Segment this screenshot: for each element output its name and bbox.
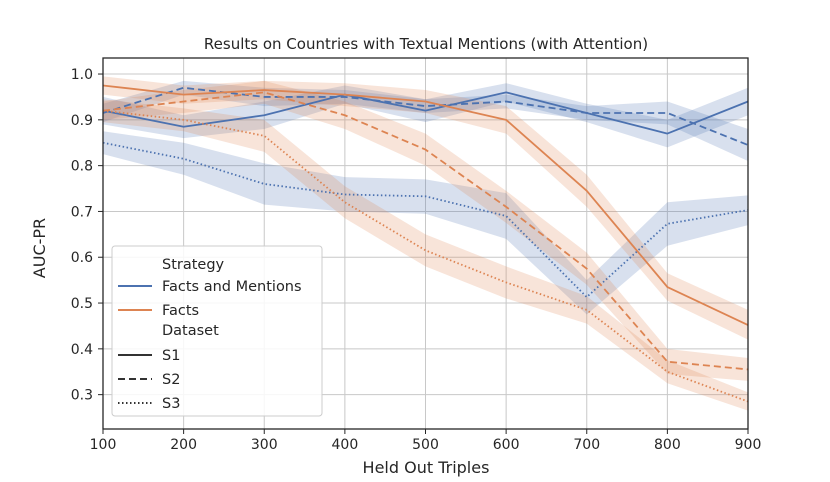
legend-entry: Facts and Mentions [162,279,302,295]
band-facts-and-mentions-s3 [103,131,748,315]
y-tick-label: 0.8 [71,159,93,175]
chart-title: Results on Countries with Textual Mentio… [204,35,648,53]
confidence-bands [103,76,748,411]
x-tick-label: 700 [573,437,600,453]
legend-entry: S2 [162,372,180,388]
legend-entry: S3 [162,396,180,412]
y-tick-label: 0.4 [71,342,93,358]
x-tick-label: 800 [654,437,681,453]
legend-entry: S1 [162,348,180,364]
band-facts-s3 [103,99,748,411]
x-tick-label: 100 [90,437,117,453]
y-tick-label: 0.7 [71,204,93,220]
legend: Strategy Facts and Mentions Facts Dataset S1… [111,245,323,417]
band-facts-s2 [103,80,748,381]
series-line-facts-s2 [102,91,749,371]
y-tick-label: 1.0 [71,67,93,83]
x-tick-label: 900 [735,437,762,453]
y-tick-label: 0.3 [71,388,93,404]
x-tick-label: 200 [170,437,197,453]
x-tick-label: 500 [412,437,439,453]
legend-title-strategy: Strategy [162,257,225,273]
y-tick-label: 0.6 [71,250,93,266]
y-tick-label: 0.9 [71,113,93,129]
band-facts-and-mentions-s2 [103,80,748,162]
series-lines [102,84,749,403]
series-line-facts-s1 [102,84,749,326]
x-tick-label: 600 [493,437,520,453]
x-tick-label: 400 [332,437,359,453]
y-tick-label: 0.5 [71,296,93,312]
band-facts-and-mentions-s1 [103,83,748,148]
series-line-facts-and-mentions-s3 [102,141,749,298]
x-tick-label: 300 [251,437,278,453]
y-axis-label: AUC-PR [30,218,49,278]
series-line-facts-s3 [102,109,749,403]
series-line-facts-and-mentions-s1 [102,91,749,135]
legend-entry: Facts [162,303,199,319]
legend-title-dataset: Dataset [162,323,219,339]
axis-ticks: 100 200 300 400 500 600 700 800 900 0.3 0.4 0.5 0.6 0… [71,67,762,453]
series-line-facts-and-mentions-s2 [102,86,749,146]
legend-box [111,245,323,417]
x-axis-label: Held Out Triples [363,458,490,477]
